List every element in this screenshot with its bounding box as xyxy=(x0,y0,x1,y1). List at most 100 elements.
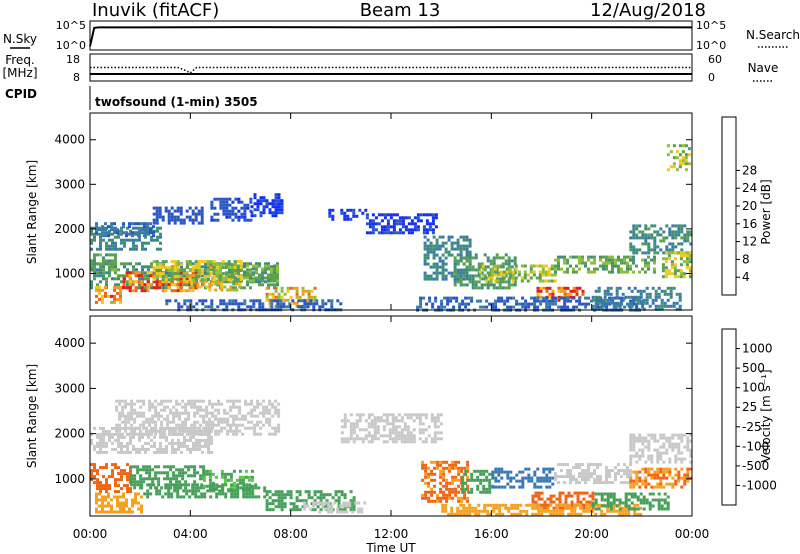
velocity-cell-6 xyxy=(167,495,171,499)
velocity-cell-1 xyxy=(208,417,212,421)
velocity-cell-1 xyxy=(205,411,209,415)
velocity-cell-7 xyxy=(289,508,293,512)
velocity-cell-14 xyxy=(587,472,590,476)
power-cell-6 xyxy=(179,283,183,287)
power-cell-1 xyxy=(152,234,155,238)
velocity-cell-4 xyxy=(220,469,224,473)
power-cell-4 xyxy=(271,202,275,206)
power-cell-14 xyxy=(422,225,426,229)
velocity-cell-3 xyxy=(172,471,176,475)
power-cell-0 xyxy=(159,226,162,230)
power-cell-24 xyxy=(669,289,673,293)
power-cell-20 xyxy=(590,255,593,259)
velocity-cell-7 xyxy=(283,502,287,506)
power-cell-6 xyxy=(179,289,183,293)
velocity-cell-12 xyxy=(494,479,498,483)
power-cell-16 xyxy=(435,244,439,248)
power-cell-21 xyxy=(680,242,684,246)
power-cell-10 xyxy=(221,266,225,270)
velocity-cell-6 xyxy=(197,489,201,493)
velocity-cell-12 xyxy=(509,485,513,489)
power-cell-21 xyxy=(683,224,687,228)
velocity-cell-13 xyxy=(537,497,541,501)
velocity-cell-13 xyxy=(564,500,568,504)
velocity-cell-12 xyxy=(539,485,543,489)
power-cell-3 xyxy=(243,209,247,213)
power-cell-0 xyxy=(114,241,117,245)
velocity-cell-16 xyxy=(647,448,651,452)
velocity-cell-1 xyxy=(256,399,260,403)
velocity-cell-17 xyxy=(486,509,490,513)
power-cell-23 xyxy=(488,302,492,306)
velocity-cell-15 xyxy=(641,467,645,471)
power-cell-24 xyxy=(600,301,604,305)
power-cell-8 xyxy=(270,267,273,271)
velocity-cell-0 xyxy=(204,438,207,442)
velocity-cell-6 xyxy=(179,483,183,487)
power-cell-20 xyxy=(614,258,617,262)
power-cell-14 xyxy=(407,216,411,220)
velocity-cell-1 xyxy=(232,432,236,436)
power-cell-6 xyxy=(185,277,189,281)
power-cell-5 xyxy=(237,268,240,272)
power-cell-4 xyxy=(256,202,260,206)
velocity-cell-10 xyxy=(451,460,455,464)
power-cell-18 xyxy=(481,264,485,268)
velocity-cell-3 xyxy=(136,471,140,475)
power-cell-23 xyxy=(467,302,471,306)
velocity-cell-1 xyxy=(190,402,194,406)
power-cell-20 xyxy=(596,267,599,271)
velocity-cell-11 xyxy=(482,487,486,491)
power-cell-5 xyxy=(225,262,228,266)
power-cell-16 xyxy=(423,274,427,278)
velocity-cell-7 xyxy=(277,496,281,500)
velocity-cell-7 xyxy=(352,502,356,506)
velocity-cell-16 xyxy=(638,454,642,458)
velocity-cell-10 xyxy=(439,490,443,494)
power-cell-11 xyxy=(111,268,114,272)
power-cell-16 xyxy=(441,277,445,281)
velocity-cell-1 xyxy=(181,432,185,436)
velocity-cell-6 xyxy=(221,486,225,490)
power-cell-10 xyxy=(200,269,204,273)
power-cell-19 xyxy=(539,295,543,299)
velocity-cell-9 xyxy=(424,440,428,444)
power-cell-1 xyxy=(113,231,116,235)
power-cell-12 xyxy=(307,298,311,302)
velocity-cell-7 xyxy=(337,496,341,500)
velocity-cell-9 xyxy=(370,425,374,429)
power-cell-14 xyxy=(374,222,378,226)
power-cell-8 xyxy=(261,273,264,277)
velocity-cell-9 xyxy=(382,419,386,423)
power-cell-17 xyxy=(462,274,466,278)
power-cell-22 xyxy=(670,251,674,255)
velocity-cell-16 xyxy=(632,436,636,440)
power-cell-5 xyxy=(162,286,165,290)
power-cell-24 xyxy=(669,286,673,290)
power-cell-17 xyxy=(483,283,487,287)
velocity-cell-1 xyxy=(151,405,155,409)
power-cell-3 xyxy=(237,197,241,201)
velocity-cell-17 xyxy=(612,503,616,507)
velocity-cell-1 xyxy=(223,408,227,412)
power-cell-16 xyxy=(447,235,451,239)
velocity-cell-1 xyxy=(223,426,227,430)
velocity-cell-11 xyxy=(476,478,480,482)
power-cell-3 xyxy=(216,212,220,216)
velocity-cell-7 xyxy=(295,490,299,494)
power-cell-2 xyxy=(182,218,186,222)
velocity-cell-1 xyxy=(181,423,185,427)
velocity-cell-1 xyxy=(169,411,173,415)
power-cell-5 xyxy=(264,271,267,275)
power-cell-18 xyxy=(502,273,506,277)
power-cell-18 xyxy=(523,264,527,268)
power-cell-21 xyxy=(665,248,669,252)
velocity-cell-16 xyxy=(644,445,648,449)
velocity-cell-10 xyxy=(460,469,464,473)
velocity-cell-18 xyxy=(636,507,640,511)
power-cell-21 xyxy=(665,245,669,249)
velocity-cell-1 xyxy=(169,408,173,412)
power-cell-11 xyxy=(114,262,117,266)
velocity-cell-1 xyxy=(118,429,122,433)
power-cell-17 xyxy=(474,268,478,272)
